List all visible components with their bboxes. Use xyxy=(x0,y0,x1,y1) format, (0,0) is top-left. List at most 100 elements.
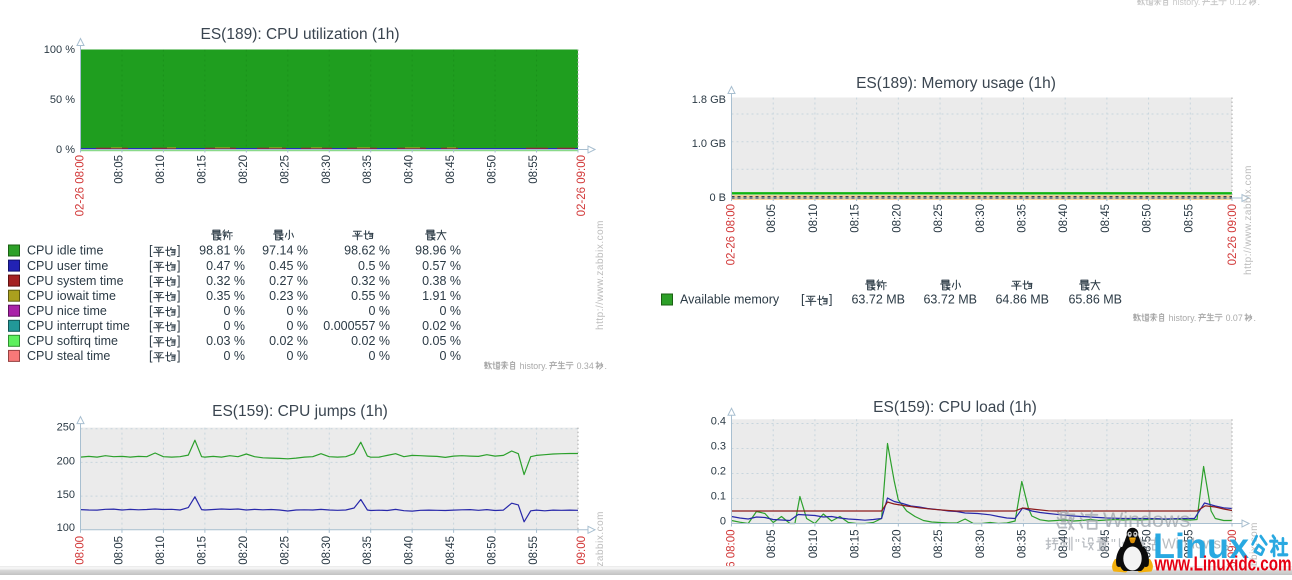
svg-text:08:20: 08:20 xyxy=(891,530,903,559)
svg-text:]: ] xyxy=(177,244,180,258)
svg-text:0.12: 0.12 xyxy=(1230,0,1247,7)
svg-text:[: [ xyxy=(149,289,153,303)
svg-text:0 B: 0 B xyxy=(709,192,726,204)
svg-text:http://www.zabbix.com: http://www.zabbix.com xyxy=(595,511,606,575)
svg-text:CPU idle time: CPU idle time xyxy=(27,244,103,258)
svg-text:0.03 %: 0.03 % xyxy=(206,334,245,348)
svg-text:0 %: 0 % xyxy=(439,349,461,363)
svg-text:CPU interrupt time: CPU interrupt time xyxy=(27,319,130,333)
svg-text:08:35: 08:35 xyxy=(1017,530,1029,559)
svg-text:0.23 %: 0.23 % xyxy=(269,289,308,303)
svg-text:CPU nice time: CPU nice time xyxy=(27,304,107,318)
svg-text:CPU iowait time: CPU iowait time xyxy=(27,289,116,303)
svg-text:08:45: 08:45 xyxy=(445,155,457,184)
svg-text:0 %: 0 % xyxy=(56,144,75,156)
svg-text:100 %: 100 % xyxy=(44,44,75,56)
svg-text:0: 0 xyxy=(720,516,726,528)
svg-text:97.14 %: 97.14 % xyxy=(262,244,308,258)
svg-text:1.0 GB: 1.0 GB xyxy=(692,138,726,150)
svg-text:0.02 %: 0.02 % xyxy=(351,334,390,348)
svg-text:[: [ xyxy=(801,293,805,307)
svg-text:Windows: Windows xyxy=(1103,508,1190,532)
svg-text:0 %: 0 % xyxy=(223,319,245,333)
svg-text:08:25: 08:25 xyxy=(933,204,945,233)
svg-text:08:45: 08:45 xyxy=(445,536,457,565)
svg-text:08:15: 08:15 xyxy=(196,536,208,565)
svg-text:0 %: 0 % xyxy=(286,304,308,318)
svg-text:250: 250 xyxy=(57,422,75,434)
svg-text:08:30: 08:30 xyxy=(321,536,333,565)
svg-text:[: [ xyxy=(149,259,153,273)
svg-text:98.81 %: 98.81 % xyxy=(199,244,245,258)
svg-text:0 %: 0 % xyxy=(223,349,245,363)
svg-text:08:15: 08:15 xyxy=(196,155,208,184)
svg-text:0.02 %: 0.02 % xyxy=(422,319,461,333)
svg-text:08:35: 08:35 xyxy=(1017,204,1029,233)
svg-text:0.000557 %: 0.000557 % xyxy=(323,319,390,333)
svg-text:": " xyxy=(1111,537,1116,552)
svg-text:08:55: 08:55 xyxy=(528,155,540,184)
svg-text:02-26 09:00: 02-26 09:00 xyxy=(1227,204,1239,265)
svg-text:08:35: 08:35 xyxy=(362,536,374,565)
svg-text:Windows: Windows xyxy=(1162,537,1221,553)
svg-text:98.96 %: 98.96 % xyxy=(415,244,461,258)
svg-text:0.2: 0.2 xyxy=(711,466,726,478)
svg-text:08:15: 08:15 xyxy=(850,204,862,233)
svg-text:ES(159): CPU jumps (1h): ES(159): CPU jumps (1h) xyxy=(212,403,388,420)
svg-text:]: ] xyxy=(177,334,180,348)
svg-text:ES(159): CPU load (1h): ES(159): CPU load (1h) xyxy=(873,399,1037,416)
svg-text:08:25: 08:25 xyxy=(933,530,945,559)
svg-text:0 %: 0 % xyxy=(368,349,390,363)
svg-text:http://www.zabbix.com: http://www.zabbix.com xyxy=(595,220,606,330)
svg-text:0.47 %: 0.47 % xyxy=(206,259,245,273)
svg-text:08:10: 08:10 xyxy=(155,155,167,184)
svg-text:0 %: 0 % xyxy=(223,304,245,318)
svg-text:08:40: 08:40 xyxy=(404,536,416,565)
svg-text:0.57 %: 0.57 % xyxy=(422,259,461,273)
svg-text:0.32 %: 0.32 % xyxy=(206,274,245,288)
svg-text:1.91 %: 1.91 % xyxy=(422,289,461,303)
svg-text:0.07: 0.07 xyxy=(1226,313,1243,323)
svg-text:08:05: 08:05 xyxy=(766,530,778,559)
svg-text:08:30: 08:30 xyxy=(321,155,333,184)
svg-text:0 %: 0 % xyxy=(286,349,308,363)
svg-text:08:50: 08:50 xyxy=(487,536,499,565)
svg-text:08:20: 08:20 xyxy=(891,204,903,233)
svg-text:CPU system time: CPU system time xyxy=(27,274,124,288)
svg-text:0.02 %: 0.02 % xyxy=(269,334,308,348)
svg-text:[: [ xyxy=(149,349,153,363)
svg-text:0.45 %: 0.45 % xyxy=(269,259,308,273)
svg-text:Linux: Linux xyxy=(1153,527,1250,566)
svg-text:]: ] xyxy=(177,349,180,363)
svg-text:0.5 %: 0.5 % xyxy=(358,259,390,273)
svg-text:CPU steal time: CPU steal time xyxy=(27,349,110,363)
svg-text:63.72 MB: 63.72 MB xyxy=(923,293,977,307)
svg-text:]: ] xyxy=(829,293,832,307)
svg-text:100: 100 xyxy=(57,522,75,534)
svg-text:02-26 09:00: 02-26 09:00 xyxy=(576,155,588,216)
svg-text:.: . xyxy=(1254,313,1256,323)
svg-text:98.62 %: 98.62 % xyxy=(344,244,390,258)
svg-text:08:10: 08:10 xyxy=(155,536,167,565)
svg-text:[: [ xyxy=(149,274,153,288)
svg-text:http://www.zabbix.com: http://www.zabbix.com xyxy=(1243,165,1254,275)
svg-text:08:20: 08:20 xyxy=(238,536,250,565)
svg-text:08:40: 08:40 xyxy=(404,155,416,184)
svg-text:200: 200 xyxy=(57,455,75,467)
svg-text:08:15: 08:15 xyxy=(850,530,862,559)
svg-text:0.34: 0.34 xyxy=(577,361,594,371)
svg-text:08:10: 08:10 xyxy=(808,530,820,559)
svg-text:0.3: 0.3 xyxy=(711,441,726,453)
svg-text:65.86 MB: 65.86 MB xyxy=(1068,293,1122,307)
svg-text:08:50: 08:50 xyxy=(1142,204,1154,233)
svg-text:08:45: 08:45 xyxy=(1100,204,1112,233)
svg-text:1.8 GB: 1.8 GB xyxy=(692,94,726,106)
svg-text:08:05: 08:05 xyxy=(114,155,126,184)
svg-text:08:05: 08:05 xyxy=(114,536,126,565)
svg-text:[: [ xyxy=(149,334,153,348)
svg-text:0 %: 0 % xyxy=(439,304,461,318)
svg-text:CPU softirq time: CPU softirq time xyxy=(27,334,118,348)
svg-text:]: ] xyxy=(177,289,180,303)
svg-text:0.35 %: 0.35 % xyxy=(206,289,245,303)
svg-text:02-26 08:00: 02-26 08:00 xyxy=(75,155,87,216)
